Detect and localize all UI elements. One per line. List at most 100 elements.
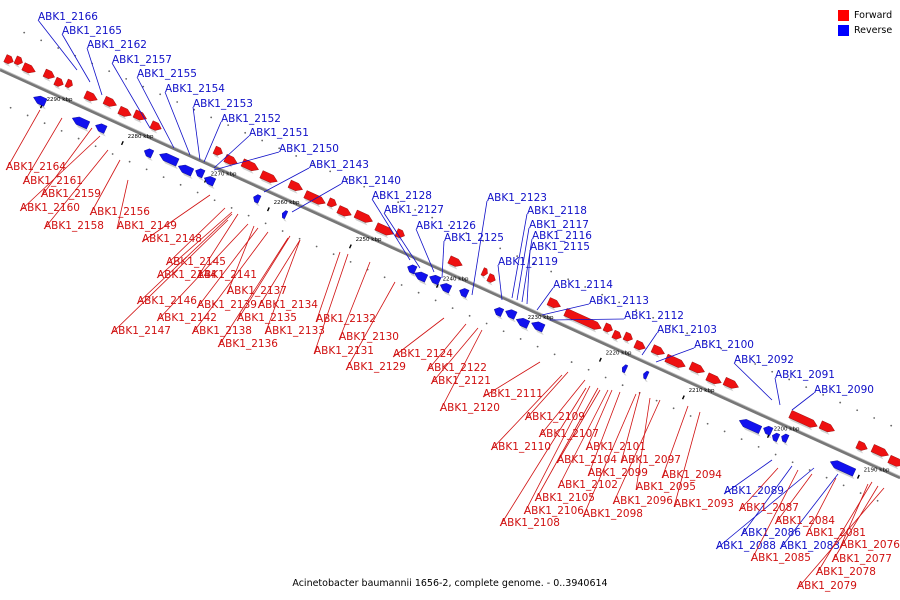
forward-track-guide — [584, 286, 587, 288]
reverse-gene-shade — [782, 441, 788, 446]
reverse-track-guide — [162, 176, 165, 179]
forward-gene-shade — [303, 197, 321, 208]
reverse-track-guide — [655, 399, 658, 402]
reverse-gene-label-leader — [203, 121, 222, 163]
forward-gene-label: ABK1_2147 — [111, 325, 171, 337]
forward-track-guide — [448, 224, 451, 227]
forward-gene-label: ABK1_2084 — [775, 515, 835, 527]
forward-track-guide — [431, 216, 434, 219]
reverse-gene-shade — [409, 272, 416, 278]
reverse-gene-label: ABK1_2127 — [384, 204, 444, 216]
reverse-track-guide — [604, 376, 607, 379]
forward-gene-label: ABK1_2085 — [751, 552, 811, 564]
forward-track-guide — [108, 70, 111, 73]
reverse-track-guide — [706, 422, 709, 425]
reverse-track-guide — [757, 445, 760, 448]
reverse-track-guide — [111, 153, 114, 155]
reverse-gene — [505, 309, 518, 320]
forward-gene-label-leader — [156, 211, 233, 279]
forward-track-guide — [397, 201, 400, 204]
forward-gene-label-leader — [815, 481, 873, 576]
forward-gene-shade — [42, 76, 51, 82]
reverse-gene-shade — [519, 325, 529, 332]
forward-gene-shade — [240, 166, 254, 174]
reverse-gene-label-leader — [549, 318, 625, 321]
forward-gene-label-leader — [439, 329, 483, 412]
forward-gene-shade — [546, 304, 556, 311]
forward-gene-label: ABK1_2121 — [431, 375, 491, 387]
forward-gene-label-leader — [499, 387, 587, 527]
forward-gene-label: ABK1_2111 — [483, 388, 543, 400]
forward-gene — [3, 54, 14, 65]
reverse-track-guide — [43, 122, 46, 125]
forward-gene-label-leader — [165, 207, 226, 266]
reverse-gene-label: ABK1_2165 — [62, 25, 122, 37]
legend-label-forward: Forward — [854, 10, 893, 21]
forward-gene-label-leader — [116, 179, 129, 230]
reverse-gene-label-leader — [111, 62, 151, 129]
reverse-gene-label: ABK1_2083 — [780, 540, 840, 552]
forward-gene-label: ABK1_2159 — [41, 188, 101, 200]
forward-gene-label: ABK1_2137 — [227, 285, 287, 297]
forward-gene-label: ABK1_2145 — [166, 256, 226, 268]
reverse-track-guide — [383, 276, 386, 279]
legend-item-reverse: Reverse — [838, 23, 892, 38]
legend-label-reverse: Reverse — [854, 25, 893, 36]
forward-track-guide — [703, 340, 706, 342]
reverse-gene — [738, 419, 763, 434]
reverse-gene-label: ABK1_2153 — [193, 98, 253, 110]
forward-gene-label-leader — [557, 389, 609, 489]
reverse-gene-label: ABK1_2119 — [498, 256, 558, 268]
reverse-gene-label: ABK1_2089 — [724, 485, 784, 497]
forward-track-guide — [856, 409, 859, 412]
forward-gene-shade — [602, 330, 610, 336]
scale-tick — [598, 357, 602, 362]
forward-gene-label-leader — [191, 231, 269, 335]
reverse-gene-label: ABK1_2140 — [341, 175, 401, 187]
reverse-gene-label: ABK1_2088 — [716, 540, 776, 552]
forward-gene — [486, 273, 496, 283]
forward-gene-label-leader — [534, 387, 599, 502]
reverse-track-guide — [468, 314, 471, 317]
forward-gene-shade — [336, 212, 347, 220]
forward-gene — [633, 339, 646, 351]
forward-gene-label-leader — [141, 194, 211, 243]
forward-track-guide — [686, 332, 689, 335]
reverse-gene — [203, 176, 217, 187]
forward-gene-shade — [622, 339, 630, 345]
forward-gene-label: ABK1_2078 — [816, 566, 876, 578]
forward-gene-label-leader — [313, 253, 349, 355]
forward-track-guide — [873, 417, 876, 419]
reverse-gene-label-leader — [213, 151, 280, 171]
forward-track-guide — [516, 255, 519, 258]
forward-gene-label: ABK1_2134 — [258, 299, 318, 311]
forward-gene-shade — [394, 235, 402, 241]
forward-gene-label: ABK1_2096 — [613, 495, 673, 507]
forward-gene-label: ABK1_2129 — [346, 361, 406, 373]
forward-track-guide — [159, 93, 162, 96]
forward-gene-label-leader — [22, 117, 63, 185]
forward-gene-label-leader — [89, 159, 121, 216]
reverse-gene-shade — [146, 156, 153, 162]
forward-gene — [287, 179, 303, 191]
scale-tick — [856, 474, 860, 479]
forward-gene-label-leader — [196, 213, 239, 279]
forward-gene-label: ABK1_2094 — [662, 469, 722, 481]
forward-gene-shade — [855, 448, 864, 454]
forward-gene-shade — [705, 380, 717, 387]
forward-gene-label: ABK1_2146 — [137, 295, 197, 307]
forward-gene-label-leader — [156, 223, 249, 322]
reverse-gene-label: ABK1_2112 — [624, 310, 684, 322]
reverse-gene — [253, 194, 262, 204]
forward-gene-shade — [818, 428, 830, 435]
forward-gene-label: ABK1_2093 — [674, 498, 734, 510]
scale-tick-label: 2240 kbp — [443, 277, 469, 283]
forward-gene-label: ABK1_2087 — [739, 502, 799, 514]
reverse-gene — [177, 164, 195, 177]
reverse-gene — [643, 370, 650, 380]
scale-tick — [120, 140, 124, 146]
forward-gene-label: ABK1_2079 — [797, 580, 857, 592]
reverse-gene-label: ABK1_2115 — [530, 241, 590, 253]
reverse-gene-label: ABK1_2162 — [87, 39, 147, 51]
